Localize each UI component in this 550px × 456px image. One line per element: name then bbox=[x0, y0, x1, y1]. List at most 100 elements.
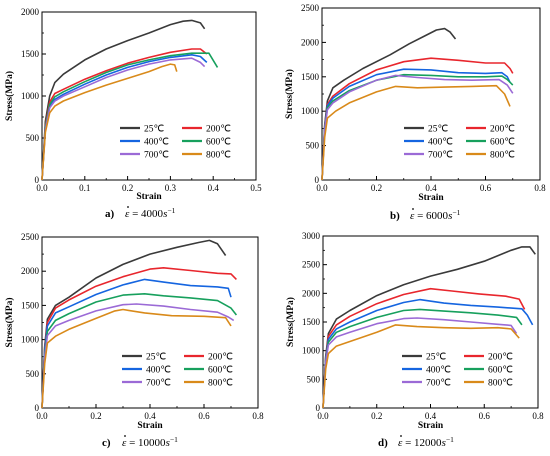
legend-label: 600℃ bbox=[206, 138, 231, 148]
series-line-4 bbox=[41, 57, 206, 181]
x-tick-label: 0.4 bbox=[208, 183, 220, 193]
legend-label: 800℃ bbox=[488, 379, 513, 389]
x-axis-label: Strain bbox=[418, 421, 444, 431]
y-axis-label: Stress(MPa) bbox=[284, 69, 295, 119]
chart-panel-d: 0.0 0.2 0.4 0.6 0.8 0 500 1000 1500 2000 2500 3000 S… bbox=[285, 231, 544, 449]
chart-panel-b: 0.0 0.2 0.4 0.6 0.8 0 500 1000 1500 2000 2500 Strai… bbox=[284, 3, 546, 222]
y-tick-label: 1000 bbox=[21, 91, 40, 101]
strain-rate-dot bbox=[412, 208, 414, 210]
y-tick-label: 500 bbox=[307, 374, 321, 384]
y-tick-label: 0 bbox=[315, 175, 320, 185]
series-line-3 bbox=[321, 73, 514, 181]
legend-label: 400℃ bbox=[144, 138, 169, 148]
y-tick-label: 500 bbox=[26, 369, 40, 379]
series-line-0 bbox=[321, 27, 457, 181]
legend-label: 600℃ bbox=[208, 366, 233, 376]
y-tick-label: 1500 bbox=[301, 72, 320, 82]
strain-rate-dot bbox=[127, 206, 129, 208]
legend-label: 600℃ bbox=[490, 138, 515, 148]
legend-label: 200℃ bbox=[488, 353, 513, 363]
y-tick-label: 2000 bbox=[301, 37, 320, 47]
legend-label: 400℃ bbox=[426, 366, 451, 376]
series-line-1 bbox=[41, 48, 208, 181]
x-tick-label: 0.5 bbox=[250, 183, 262, 193]
strain-rate-dot bbox=[124, 435, 126, 437]
series-line-1 bbox=[41, 267, 237, 409]
y-tick-label: 0 bbox=[35, 175, 40, 185]
series-line-4 bbox=[321, 74, 514, 181]
panel-caption-letter: a) bbox=[105, 208, 115, 220]
series-line-2 bbox=[321, 68, 511, 181]
y-tick-label: 0 bbox=[35, 403, 40, 413]
y-tick-label: 1000 bbox=[302, 346, 321, 356]
y-tick-label: 1500 bbox=[21, 49, 40, 59]
panel-caption-rate: ε = 10000s−1 bbox=[122, 435, 178, 449]
y-tick-label: 2000 bbox=[21, 266, 40, 276]
x-tick-label: 0.6 bbox=[480, 183, 492, 193]
legend-label: 200℃ bbox=[206, 125, 231, 135]
x-tick-label: 0.1 bbox=[79, 183, 90, 193]
chart-panel-c: 0.0 0.2 0.4 0.6 0.8 0 500 1000 1500 2000 2500 Strai… bbox=[4, 232, 264, 449]
series-line-1 bbox=[321, 57, 514, 181]
y-tick-label: 500 bbox=[26, 133, 40, 143]
series-line-2 bbox=[322, 298, 534, 409]
y-tick-label: 1000 bbox=[21, 335, 40, 345]
legend-label: 700℃ bbox=[428, 151, 453, 161]
legend-label: 600℃ bbox=[488, 366, 513, 376]
y-tick-label: 2500 bbox=[301, 3, 320, 13]
y-tick-label: 1500 bbox=[302, 317, 321, 327]
series-line-5 bbox=[321, 84, 511, 181]
y-tick-label: 2000 bbox=[21, 7, 40, 17]
legend-label: 700℃ bbox=[144, 151, 169, 161]
legend-label: 25℃ bbox=[428, 125, 449, 135]
series-line-5 bbox=[41, 308, 232, 409]
x-tick-label: 0.4 bbox=[425, 183, 437, 193]
chart-panel-a: 0.0 0.1 0.2 0.3 0.4 0.5 0 500 1000 1500 2000 Strain… bbox=[4, 7, 262, 220]
legend-label: 400℃ bbox=[146, 366, 171, 376]
series-line-0 bbox=[322, 246, 536, 409]
series-line-4 bbox=[41, 303, 235, 409]
panel-caption-rate: ε = 6000s−1 bbox=[410, 208, 461, 222]
legend-label: 700℃ bbox=[146, 379, 171, 389]
y-axis-label: Stress(MPa) bbox=[285, 297, 296, 347]
series-line-1 bbox=[322, 287, 526, 409]
legend-label: 800℃ bbox=[206, 151, 231, 161]
x-tick-label: 0.8 bbox=[534, 183, 546, 193]
legend-label: 200℃ bbox=[490, 125, 515, 135]
legend-label: 400℃ bbox=[428, 138, 453, 148]
x-tick-label: 0.2 bbox=[122, 183, 133, 193]
x-tick-label: 0.8 bbox=[252, 411, 264, 421]
x-tick-label: 0.2 bbox=[371, 183, 382, 193]
y-axis-label: Stress(MPa) bbox=[4, 298, 15, 348]
series-line-0 bbox=[41, 239, 227, 409]
series-line-5 bbox=[322, 324, 520, 409]
panel-caption-letter: b) bbox=[390, 210, 400, 222]
panel-caption-rate: ε = 4000s−1 bbox=[125, 206, 176, 220]
x-tick-label: 0.6 bbox=[198, 411, 210, 421]
legend-label: 25℃ bbox=[426, 353, 447, 363]
y-tick-label: 1000 bbox=[301, 106, 320, 116]
series-line-2 bbox=[41, 278, 232, 409]
x-tick-label: 0.3 bbox=[165, 183, 177, 193]
y-tick-label: 500 bbox=[306, 141, 320, 151]
legend-label: 700℃ bbox=[426, 379, 451, 389]
x-tick-label: 0.0 bbox=[36, 183, 48, 193]
y-axis-label: Stress(MPa) bbox=[4, 71, 15, 121]
y-tick-label: 2500 bbox=[21, 232, 40, 242]
y-tick-label: 1500 bbox=[21, 300, 40, 310]
x-tick-label: 0.4 bbox=[144, 411, 156, 421]
series-line-3 bbox=[322, 308, 523, 409]
x-tick-label: 0.2 bbox=[371, 411, 382, 421]
legend-label: 800℃ bbox=[208, 379, 233, 389]
x-tick-label: 0.6 bbox=[479, 411, 491, 421]
x-axis-label: Strain bbox=[136, 192, 162, 202]
x-axis-label: Strain bbox=[137, 421, 163, 431]
panel-caption-rate: ε = 12000s−1 bbox=[398, 435, 454, 449]
x-tick-label: 0.0 bbox=[36, 411, 48, 421]
x-tick-label: 0.0 bbox=[317, 411, 329, 421]
y-tick-label: 0 bbox=[316, 403, 321, 413]
y-tick-label: 2000 bbox=[302, 288, 321, 298]
panel-caption-letter: c) bbox=[102, 437, 111, 449]
y-tick-label: 2500 bbox=[302, 260, 321, 270]
strain-rate-dot bbox=[400, 435, 402, 437]
